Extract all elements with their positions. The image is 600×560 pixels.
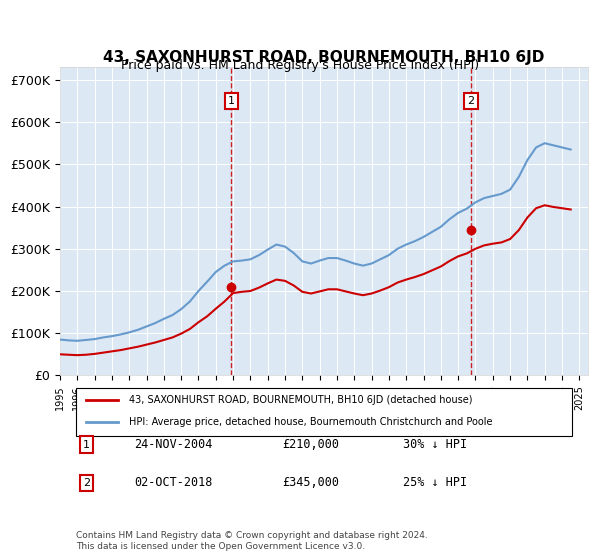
Text: £345,000: £345,000	[282, 477, 339, 489]
Text: 1: 1	[228, 96, 235, 106]
Text: HPI: Average price, detached house, Bournemouth Christchurch and Poole: HPI: Average price, detached house, Bour…	[128, 417, 492, 427]
Text: Price paid vs. HM Land Registry's House Price Index (HPI): Price paid vs. HM Land Registry's House …	[121, 59, 479, 72]
Text: Contains HM Land Registry data © Crown copyright and database right 2024.
This d: Contains HM Land Registry data © Crown c…	[76, 531, 428, 551]
Text: 2: 2	[83, 478, 90, 488]
Text: 2: 2	[467, 96, 475, 106]
Text: 30% ↓ HPI: 30% ↓ HPI	[403, 438, 467, 451]
Text: 25% ↓ HPI: 25% ↓ HPI	[403, 477, 467, 489]
Title: 43, SAXONHURST ROAD, BOURNEMOUTH, BH10 6JD: 43, SAXONHURST ROAD, BOURNEMOUTH, BH10 6…	[103, 50, 545, 64]
Text: 1: 1	[83, 440, 90, 450]
Text: 43, SAXONHURST ROAD, BOURNEMOUTH, BH10 6JD (detached house): 43, SAXONHURST ROAD, BOURNEMOUTH, BH10 6…	[128, 395, 472, 405]
Text: 02-OCT-2018: 02-OCT-2018	[134, 477, 212, 489]
FancyBboxPatch shape	[76, 388, 572, 436]
Text: 24-NOV-2004: 24-NOV-2004	[134, 438, 212, 451]
Text: £210,000: £210,000	[282, 438, 339, 451]
